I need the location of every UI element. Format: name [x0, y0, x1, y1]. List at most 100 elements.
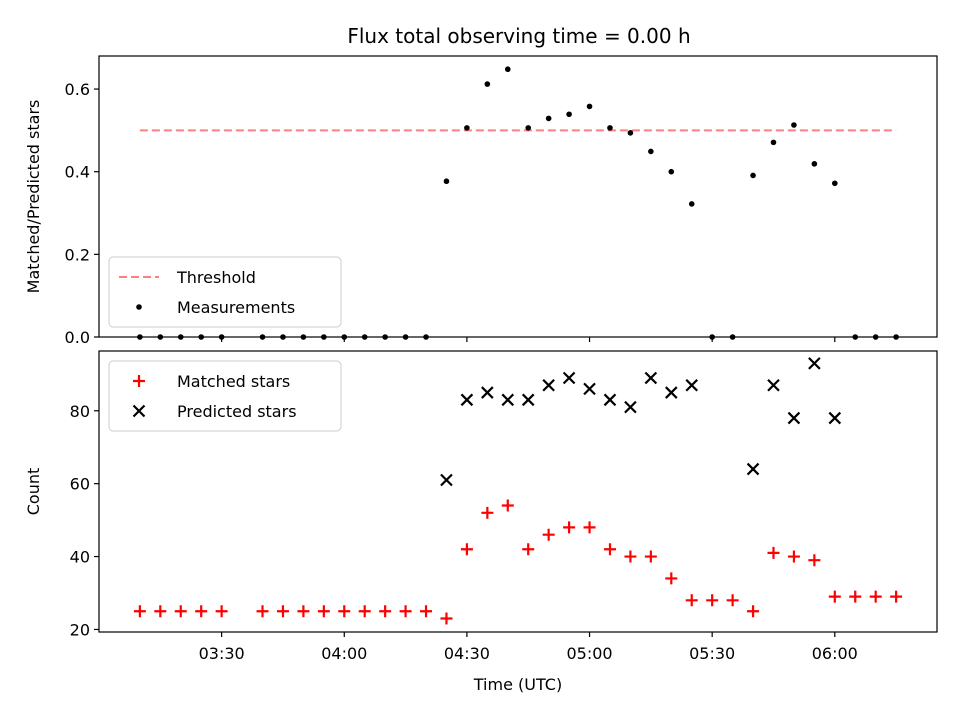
data-point — [443, 178, 450, 185]
legend-label: Measurements — [177, 298, 295, 317]
y-tick-label: 0.4 — [65, 163, 90, 182]
data-point — [828, 590, 841, 603]
x-tick-label: 05:30 — [689, 644, 735, 663]
data-point — [440, 612, 453, 625]
y-tick-label: 80 — [70, 402, 90, 421]
data-point — [665, 386, 678, 399]
data-point — [297, 605, 310, 618]
data-point — [746, 462, 760, 476]
data-point — [808, 554, 821, 567]
x-tick-label: 03:30 — [199, 644, 245, 663]
series-2 — [440, 357, 842, 487]
data-point — [890, 590, 903, 603]
legend-handle — [133, 375, 145, 387]
data-point — [603, 543, 616, 556]
data-point — [317, 605, 330, 618]
data-point — [154, 605, 167, 618]
y-tick-label: 60 — [70, 475, 90, 494]
legend-box — [108, 360, 342, 432]
x-axis-label: Time (UTC) — [473, 675, 562, 694]
data-point — [787, 550, 800, 563]
legend-box — [108, 256, 342, 328]
data-point — [706, 594, 719, 607]
data-point — [586, 103, 593, 110]
axes-frame — [98, 350, 938, 633]
series-1 — [133, 499, 903, 625]
data-point — [627, 130, 634, 136]
chart-title: Flux total observing time = 0.00 h — [347, 24, 690, 48]
data-point — [563, 521, 576, 534]
data-point — [195, 605, 208, 618]
data-point — [747, 605, 760, 618]
data-point — [215, 605, 228, 618]
data-point — [583, 382, 596, 396]
y-tick-label: 20 — [70, 620, 90, 639]
legend-label: Threshold — [176, 268, 256, 287]
data-point — [811, 161, 818, 167]
data-point — [808, 357, 821, 370]
data-point — [624, 550, 637, 563]
data-point — [501, 393, 515, 407]
data-point — [685, 594, 698, 607]
data-point — [685, 378, 699, 392]
data-point — [566, 111, 572, 118]
y-tick-label: 0.2 — [65, 245, 90, 264]
data-point — [358, 605, 371, 618]
x-tick-label: 05:00 — [566, 644, 612, 663]
data-point — [481, 506, 494, 519]
data-point — [542, 378, 555, 392]
data-point — [174, 605, 187, 618]
data-point — [607, 125, 613, 131]
data-point — [787, 411, 801, 425]
legend-handle — [136, 304, 142, 310]
data-point — [522, 543, 535, 556]
data-point — [256, 605, 269, 618]
data-point — [420, 605, 433, 618]
data-point — [460, 543, 473, 556]
data-point — [688, 201, 695, 207]
data-point — [542, 528, 555, 541]
data-point — [338, 605, 351, 618]
legend-label: Matched stars — [177, 372, 290, 391]
data-point — [484, 81, 491, 87]
data-point — [750, 172, 756, 179]
data-point — [501, 499, 514, 512]
data-point — [648, 148, 654, 155]
data-point — [767, 546, 780, 559]
y-tick-label: 0.6 — [65, 80, 90, 99]
y-tick-label: 40 — [70, 548, 90, 567]
y-tick-label: 0.0 — [65, 328, 90, 347]
data-point — [464, 125, 470, 131]
data-point — [832, 180, 838, 187]
top-panel: 0.0 0.2 0.4 0.6 Matched/Predicted stars Thres… — [24, 55, 938, 347]
data-point — [521, 393, 535, 407]
data-point — [276, 605, 289, 618]
x-tick-label: 04:00 — [321, 644, 367, 663]
legend-handle — [132, 404, 146, 418]
data-point — [440, 473, 453, 487]
data-point — [644, 371, 658, 385]
data-point — [668, 168, 675, 175]
y-axis-label: Matched/Predicted stars — [24, 100, 43, 294]
data-point — [644, 550, 657, 563]
data-point — [791, 122, 797, 128]
data-point — [525, 125, 532, 131]
y-axis-label: Count — [24, 468, 43, 516]
data-point — [665, 572, 678, 585]
data-point — [624, 400, 637, 414]
data-point — [767, 378, 780, 392]
data-point — [583, 521, 596, 534]
data-point — [379, 605, 392, 618]
legend: Threshold Measurements — [108, 256, 342, 328]
bottom-panel: 20 40 60 80 03:30 04:00 04:30 05:00 05:30 06:00 Co… — [24, 350, 938, 694]
data-point — [603, 393, 617, 407]
data-point — [562, 371, 576, 385]
data-point — [849, 590, 862, 603]
axes-frame — [98, 55, 938, 338]
legend-label: Predicted stars — [177, 402, 297, 421]
data-point — [869, 590, 882, 603]
legend: Matched stars Predicted stars — [108, 360, 342, 432]
